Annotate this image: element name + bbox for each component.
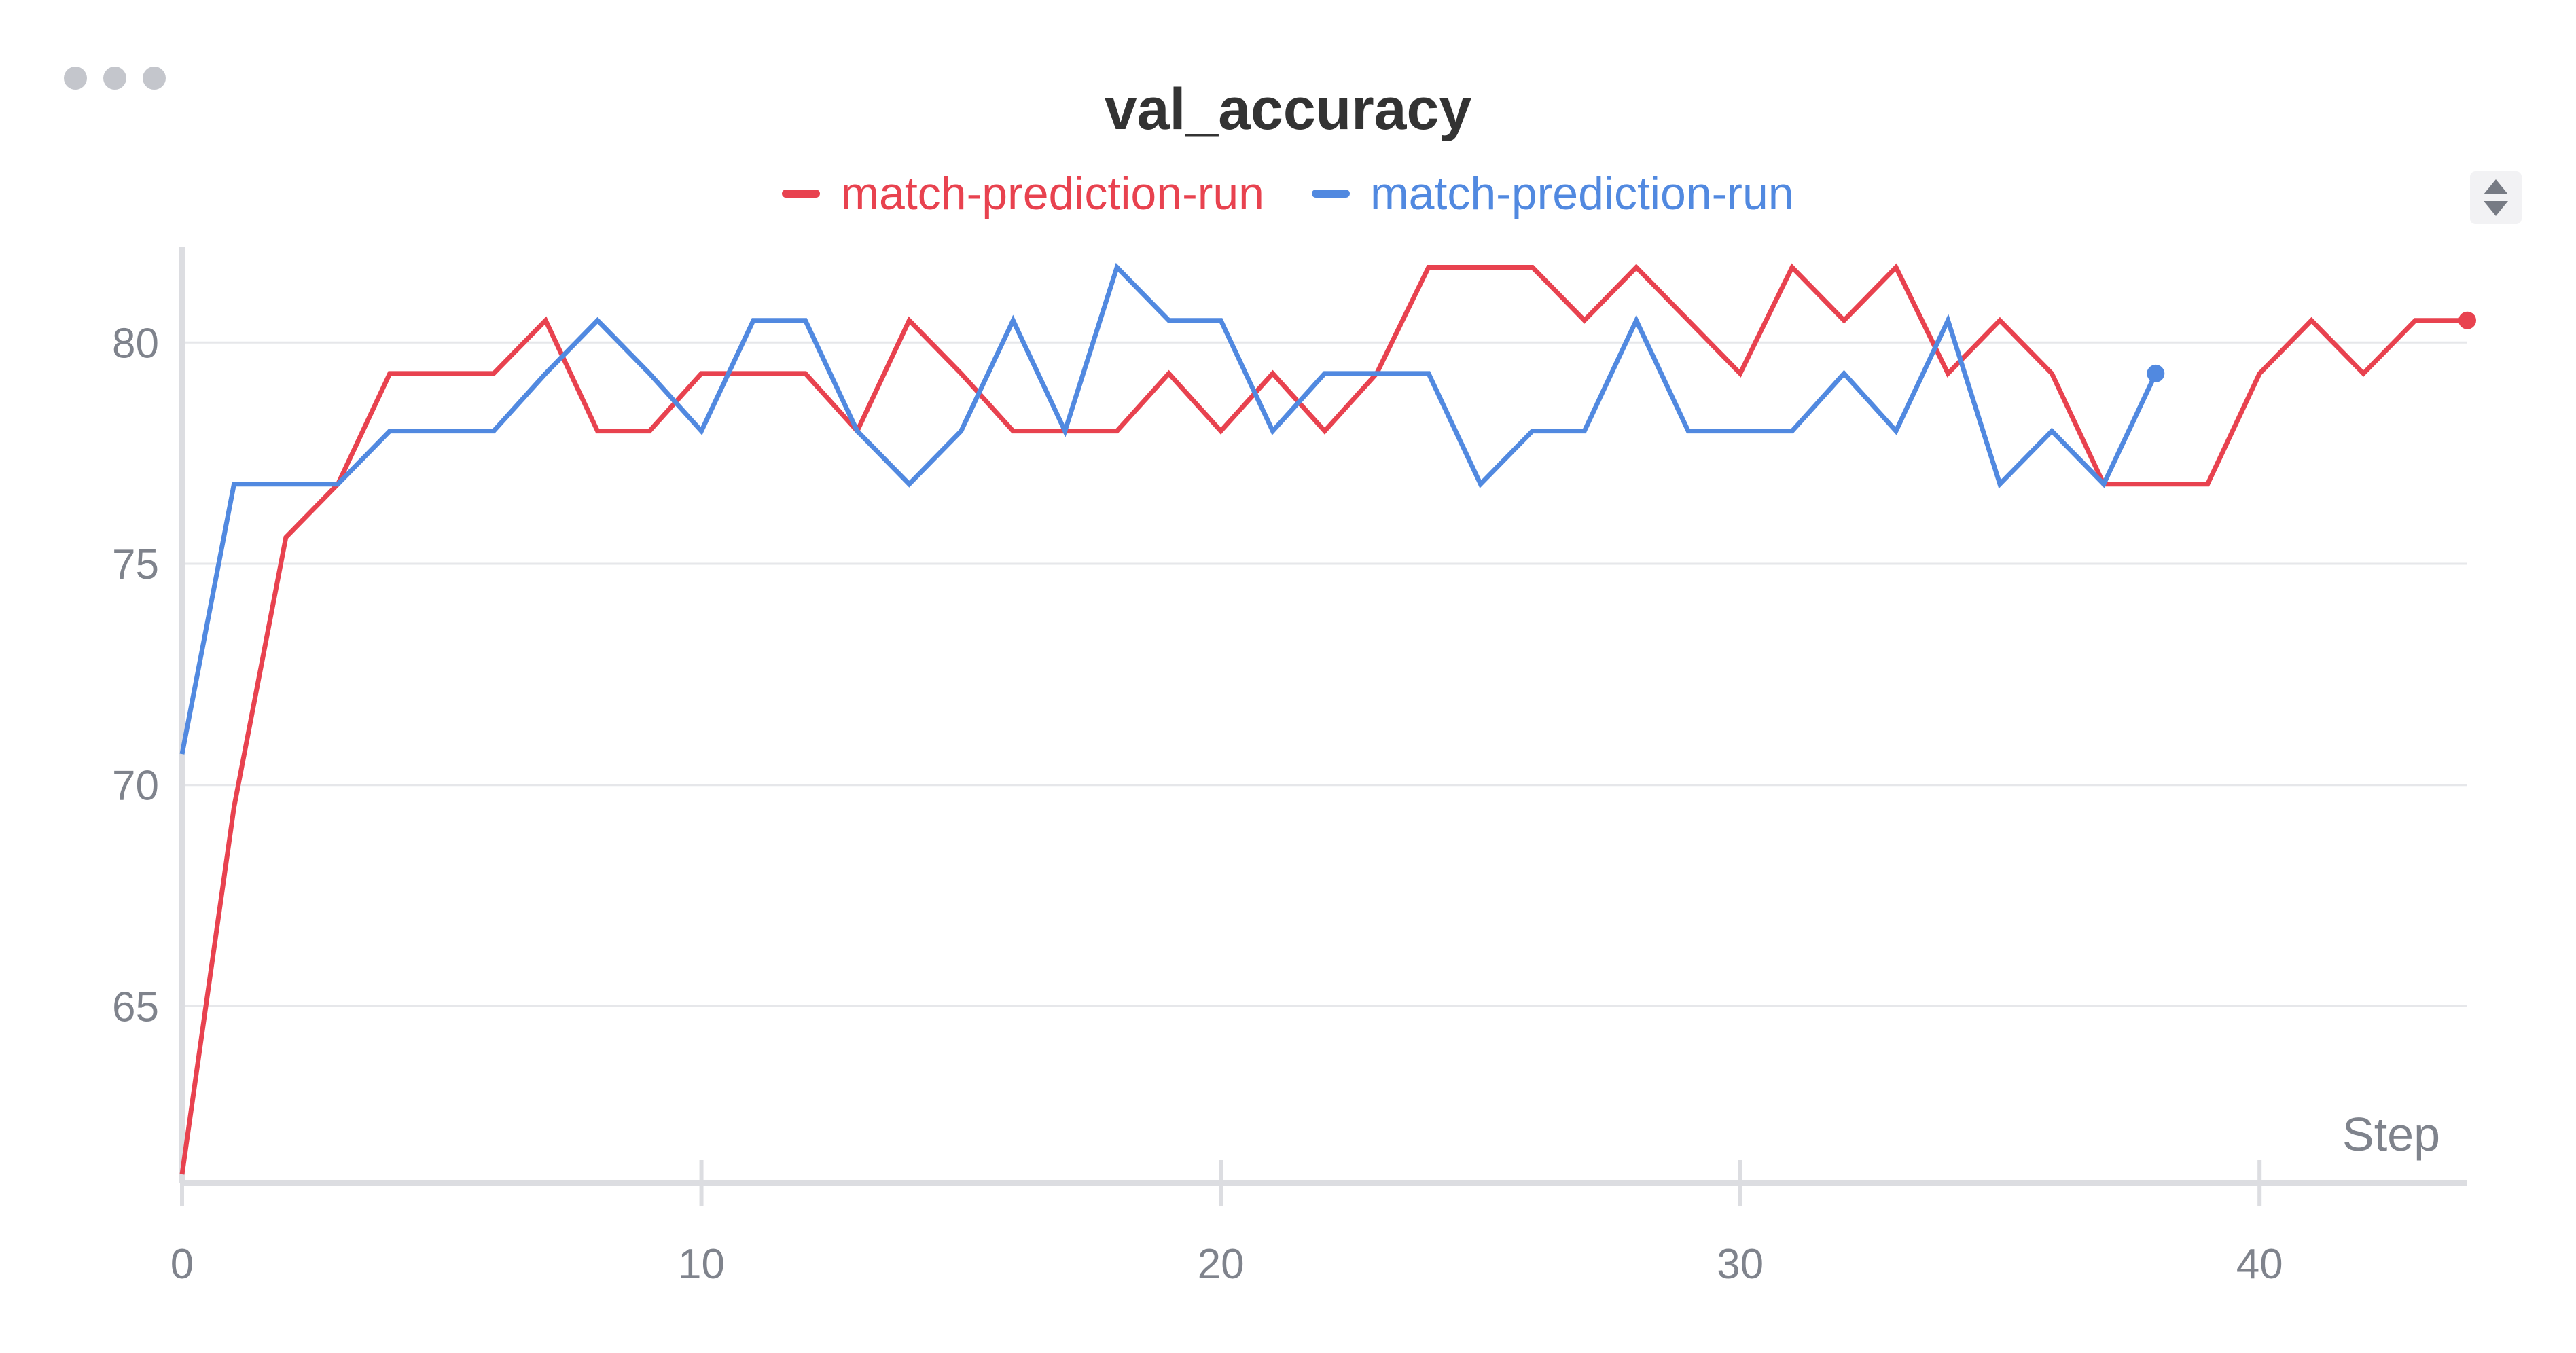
x-tick-label: 0 xyxy=(171,1241,194,1288)
series-end-point xyxy=(2147,364,2165,382)
legend-label: match-prediction-run xyxy=(840,168,1264,219)
panel-menu-button[interactable] xyxy=(64,67,166,90)
legend-scroll-button[interactable] xyxy=(2470,171,2522,224)
series-lines xyxy=(179,262,2476,1175)
y-tick-label: 80 xyxy=(112,320,159,367)
chart-legend: match-prediction-run match-prediction-ru… xyxy=(0,167,2576,220)
axes xyxy=(179,247,2467,1206)
grid-lines xyxy=(182,341,2467,1007)
menu-dot-icon xyxy=(143,67,166,90)
chevron-down-icon xyxy=(2484,201,2508,216)
x-tick-label: 40 xyxy=(2236,1241,2283,1288)
legend-label: match-prediction-run xyxy=(1370,168,1794,219)
y-tick-label: 70 xyxy=(112,763,159,810)
legend-swatch xyxy=(1312,190,1350,198)
x-axis-title: Step xyxy=(2342,1108,2440,1161)
menu-dot-icon xyxy=(64,67,87,90)
legend-item-series-2[interactable]: match-prediction-run xyxy=(1312,167,1794,220)
chart-title: val_accuracy xyxy=(1104,77,1472,142)
x-tick-label: 20 xyxy=(1198,1241,1245,1288)
series-end-point xyxy=(2458,311,2476,329)
legend-item-series-1[interactable]: match-prediction-run xyxy=(782,167,1264,220)
x-tick-label: 10 xyxy=(678,1241,725,1288)
y-tick-label: 75 xyxy=(112,541,159,588)
x-tick-label: 30 xyxy=(1717,1241,1764,1288)
y-tick-label: 65 xyxy=(112,984,159,1030)
series-line-2 xyxy=(179,262,2158,755)
tick-labels: 65 70 75 80 0 10 20 30 40 Step xyxy=(112,320,2440,1288)
legend-swatch xyxy=(782,190,821,198)
series-line-1 xyxy=(179,263,2467,1175)
menu-dot-icon xyxy=(103,67,126,90)
chevron-up-icon xyxy=(2484,179,2508,194)
